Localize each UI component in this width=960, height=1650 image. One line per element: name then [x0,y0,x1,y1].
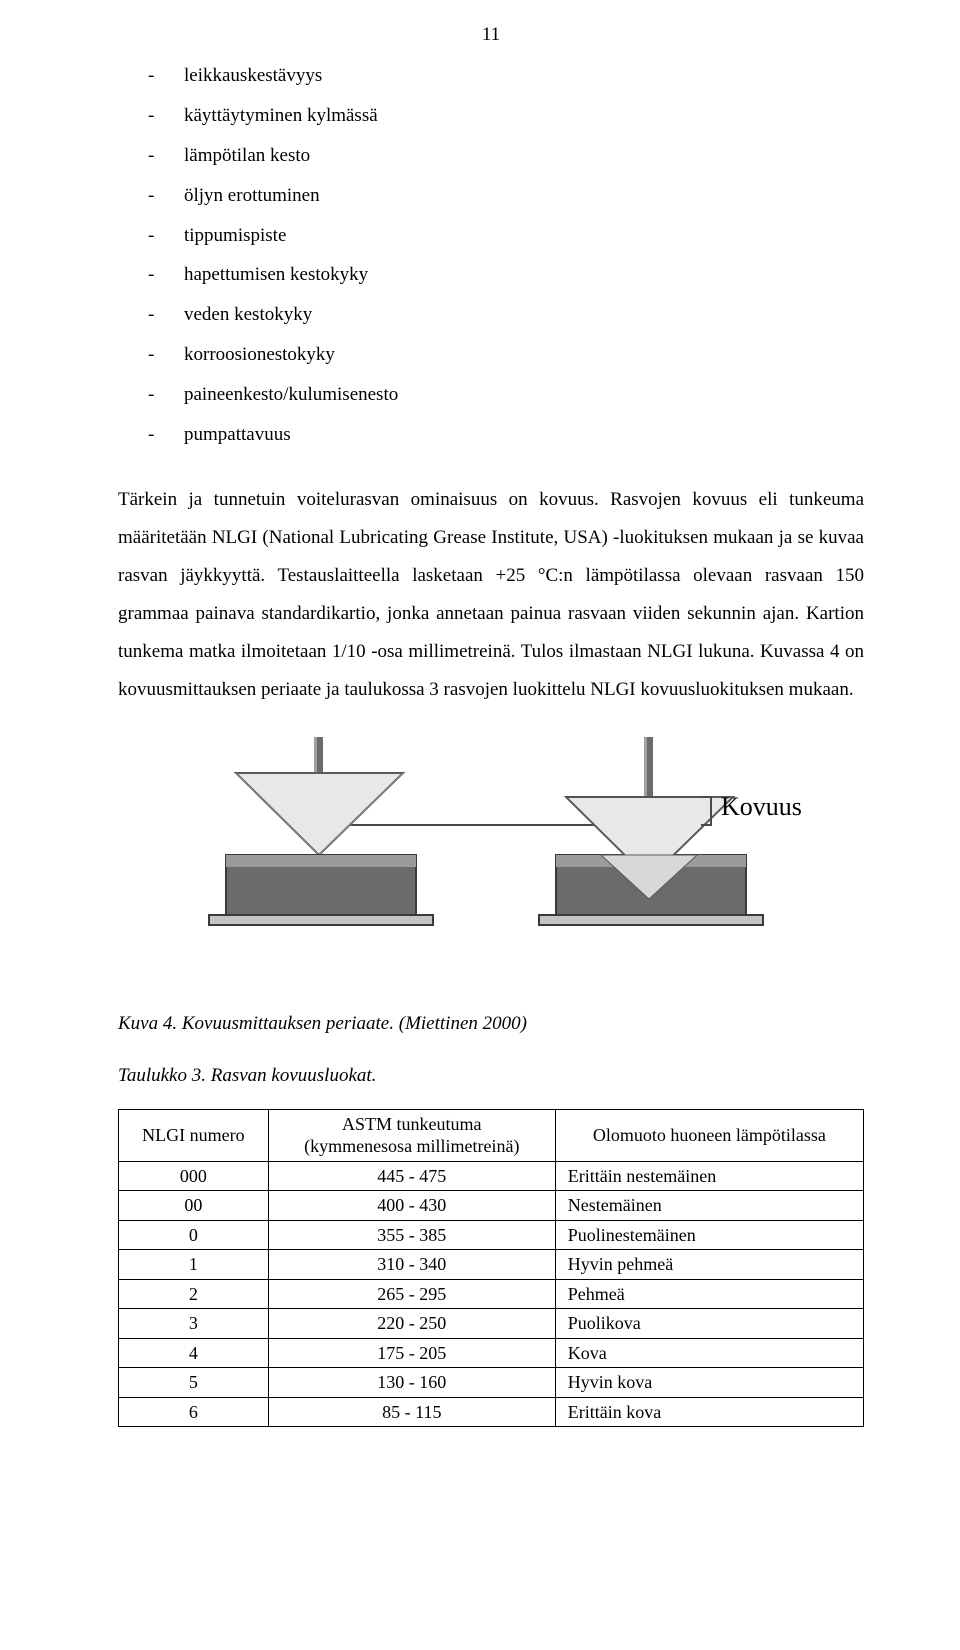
body-paragraph: Tärkein ja tunnetuin voitelurasvan omina… [118,481,864,709]
cell-state: Nestemäinen [555,1191,863,1221]
cell-state: Hyvin pehmeä [555,1250,863,1280]
cell-nlgi: 000 [119,1161,269,1191]
cell-astm: 265 - 295 [268,1279,555,1309]
list-item-label: leikkauskestävyys [184,65,322,86]
hardness-diagram-svg: Kovuus [181,737,801,957]
cell-nlgi: 2 [119,1279,269,1309]
cell-state: Kova [555,1338,863,1368]
table-row: 2 265 - 295 Pehmeä [119,1279,864,1309]
list-item-label: korroosionestokyky [184,344,335,365]
th-state: Olomuoto huoneen lämpötilassa [555,1109,863,1161]
list-item: tippumispiste [118,216,864,256]
page-container: 11 leikkauskestävyys käyttäytyminen kylm… [0,0,960,1467]
hardness-table: NLGI numero ASTM tunkeutuma (kymmenesosa… [118,1109,864,1428]
list-item-label: lämpötilan kesto [184,145,310,166]
list-item: korroosionestokyky [118,335,864,375]
list-item: veden kestokyky [118,295,864,335]
cell-astm: 355 - 385 [268,1220,555,1250]
list-item-label: paineenkesto/kulumisenesto [184,384,398,405]
list-item-label: hapettumisen kestokyky [184,264,368,285]
table-caption: Taulukko 3. Rasvan kovuusluokat. [118,1065,864,1087]
table-header-row: NLGI numero ASTM tunkeutuma (kymmenesosa… [119,1109,864,1161]
list-item-label: veden kestokyky [184,304,312,325]
cell-state: Puolikova [555,1309,863,1339]
cell-state: Hyvin kova [555,1368,863,1398]
cell-astm: 175 - 205 [268,1338,555,1368]
figure-caption: Kuva 4. Kovuusmittauksen periaate. (Miet… [118,1013,864,1035]
cell-astm: 130 - 160 [268,1368,555,1398]
table-row: 6 85 - 115 Erittäin kova [119,1397,864,1427]
cell-nlgi: 5 [119,1368,269,1398]
table-row: 00 400 - 430 Nestemäinen [119,1191,864,1221]
th-astm-line1: ASTM tunkeutuma [342,1114,482,1134]
cell-state: Puolinestemäinen [555,1220,863,1250]
cell-nlgi: 3 [119,1309,269,1339]
th-astm-line2: (kymmenesosa millimetreinä) [304,1136,519,1156]
list-item: lämpötilan kesto [118,136,864,176]
th-astm: ASTM tunkeutuma (kymmenesosa millimetrei… [268,1109,555,1161]
list-item: öljyn erottuminen [118,176,864,216]
cell-nlgi: 00 [119,1191,269,1221]
list-item-label: öljyn erottuminen [184,185,320,206]
cell-nlgi: 4 [119,1338,269,1368]
table-row: 5 130 - 160 Hyvin kova [119,1368,864,1398]
cell-state: Pehmeä [555,1279,863,1309]
list-item: käyttäytyminen kylmässä [118,96,864,136]
cell-astm: 85 - 115 [268,1397,555,1427]
cell-state: Erittäin nestemäinen [555,1161,863,1191]
table-row: 3 220 - 250 Puolikova [119,1309,864,1339]
cell-nlgi: 0 [119,1220,269,1250]
cell-nlgi: 6 [119,1397,269,1427]
table-row: 0 355 - 385 Puolinestemäinen [119,1220,864,1250]
list-item: hapettumisen kestokyky [118,255,864,295]
table-row: 000 445 - 475 Erittäin nestemäinen [119,1161,864,1191]
page-number: 11 [118,24,864,46]
cell-astm: 220 - 250 [268,1309,555,1339]
cell-nlgi: 1 [119,1250,269,1280]
list-item-label: pumpattavuus [184,424,291,445]
list-item: paineenkesto/kulumisenesto [118,375,864,415]
cell-state: Erittäin kova [555,1397,863,1427]
cell-astm: 445 - 475 [268,1161,555,1191]
list-item: leikkauskestävyys [118,56,864,96]
figure-kovuus-label: Kovuus [721,792,801,821]
cell-astm: 400 - 430 [268,1191,555,1221]
properties-list: leikkauskestävyys käyttäytyminen kylmäss… [118,56,864,455]
list-item-label: käyttäytyminen kylmässä [184,105,378,126]
list-item: pumpattavuus [118,415,864,455]
th-nlgi: NLGI numero [119,1109,269,1161]
table-row: 4 175 - 205 Kova [119,1338,864,1368]
figure-hardness-principle: Kovuus [118,737,864,957]
table-row: 1 310 - 340 Hyvin pehmeä [119,1250,864,1280]
cell-astm: 310 - 340 [268,1250,555,1280]
list-item-label: tippumispiste [184,225,286,246]
